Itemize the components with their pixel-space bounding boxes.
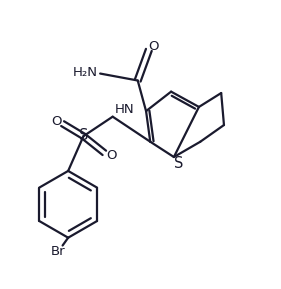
Text: O: O [106, 149, 117, 162]
Text: HN: HN [115, 103, 135, 116]
Text: O: O [51, 115, 62, 128]
Text: S: S [79, 127, 88, 142]
Text: H₂N: H₂N [72, 66, 98, 79]
Text: S: S [174, 156, 183, 171]
Text: Br: Br [50, 245, 65, 258]
Text: O: O [148, 40, 158, 53]
